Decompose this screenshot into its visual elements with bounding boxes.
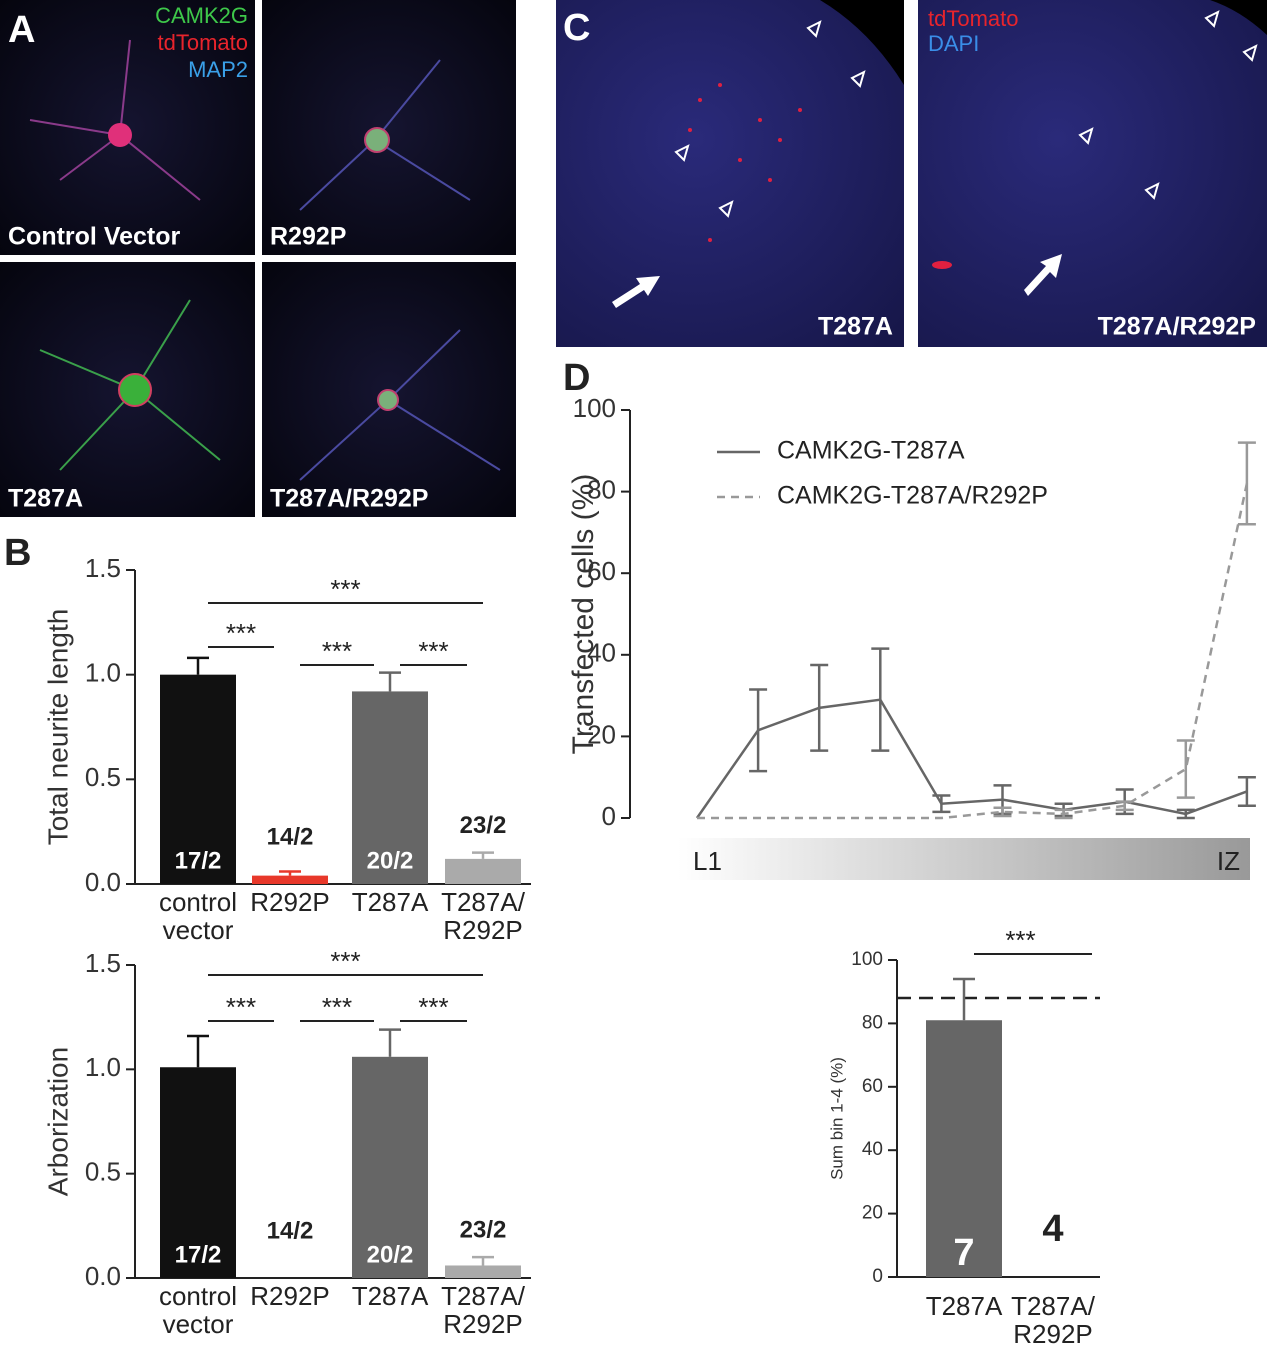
bar bbox=[352, 1056, 428, 1278]
bar bbox=[160, 674, 236, 884]
n-label: 23/2 bbox=[460, 1216, 507, 1243]
y-axis-label: Sum bin 1-4 (%) bbox=[827, 1057, 846, 1180]
tile-label: T287A bbox=[818, 313, 893, 341]
image-edge bbox=[1210, 0, 1267, 35]
x-axis-label: L1 bbox=[693, 846, 722, 876]
significance-label: *** bbox=[1005, 925, 1035, 955]
n-label: 23/2 bbox=[460, 812, 507, 839]
y-axis-label: Transfected cells (%) bbox=[567, 474, 600, 755]
tile-label: Control Vector bbox=[8, 223, 181, 251]
significance-label: *** bbox=[322, 992, 352, 1022]
significance-label: *** bbox=[226, 992, 256, 1022]
significance-label: *** bbox=[418, 992, 448, 1022]
x-tick-label: T287A/ R292P bbox=[441, 1281, 525, 1339]
x-tick-label: T287A/ R292P bbox=[441, 887, 525, 945]
y-tick-label: 0.5 bbox=[85, 762, 121, 792]
significance-label: *** bbox=[322, 636, 352, 666]
x-tick-label: control vector bbox=[158, 1281, 238, 1339]
panel-letter: D bbox=[563, 357, 590, 399]
line bbox=[697, 483, 1249, 820]
panel-letter: B bbox=[4, 532, 31, 574]
y-tick-label: 1.5 bbox=[85, 553, 121, 583]
n-label: 20/2 bbox=[367, 1241, 414, 1268]
n-label: 14/2 bbox=[267, 823, 314, 850]
y-tick-label: 100 bbox=[573, 393, 616, 423]
image-tile bbox=[556, 0, 904, 347]
legend-label: CAMK2G-T287A bbox=[777, 437, 965, 465]
image-tile bbox=[262, 0, 516, 255]
line bbox=[695, 698, 1248, 819]
y-tick-label: 80 bbox=[587, 474, 616, 504]
y-tick-label: 60 bbox=[862, 1076, 883, 1097]
y-tick-label: 0 bbox=[602, 801, 616, 831]
stain-legend: tdTomato bbox=[158, 30, 249, 55]
x-tick-label: T287A bbox=[351, 887, 429, 917]
panel-letter: C bbox=[563, 7, 590, 49]
x-tick-label: T287A/ R292P bbox=[1011, 1291, 1095, 1349]
tile-label: T287A bbox=[8, 485, 83, 513]
stain-legend: tdTomato bbox=[928, 6, 1019, 31]
bar bbox=[445, 1265, 521, 1278]
panel-letter: A bbox=[8, 9, 35, 51]
tile-label: R292P bbox=[270, 223, 346, 251]
bar bbox=[252, 875, 328, 884]
x-tick-label: T287A bbox=[925, 1291, 1003, 1321]
bar bbox=[352, 691, 428, 884]
y-tick-label: 60 bbox=[587, 556, 616, 586]
n-label: 14/2 bbox=[267, 1217, 314, 1244]
x-tick-label: R292P bbox=[250, 1281, 330, 1311]
n-label: 17/2 bbox=[175, 847, 222, 874]
n-label: 4 bbox=[1042, 1208, 1063, 1250]
significance-label: *** bbox=[226, 618, 256, 648]
image-edge bbox=[820, 0, 904, 85]
n-label: 7 bbox=[953, 1232, 974, 1274]
n-label: 17/2 bbox=[175, 1241, 222, 1268]
cell-drawings bbox=[29, 39, 501, 481]
y-tick-label: 20 bbox=[862, 1203, 883, 1224]
stain-legend: DAPI bbox=[928, 31, 979, 56]
y-tick-label: 100 bbox=[851, 949, 883, 970]
red-dots bbox=[688, 83, 952, 269]
significance-label: *** bbox=[330, 946, 360, 976]
significance-label: *** bbox=[418, 636, 448, 666]
y-tick-label: 0.5 bbox=[85, 1157, 121, 1187]
y-tick-label: 40 bbox=[587, 638, 616, 668]
image-tile bbox=[918, 0, 1267, 347]
x-tick-label: T287A bbox=[351, 1281, 429, 1311]
y-axis-label: Arborization bbox=[42, 1047, 73, 1196]
bar bbox=[926, 1020, 1002, 1277]
arrowheads bbox=[674, 10, 1258, 218]
y-tick-label: 1.0 bbox=[85, 1052, 121, 1082]
bar bbox=[160, 1067, 236, 1278]
x-tick-label: control vector bbox=[158, 887, 238, 945]
y-tick-label: 80 bbox=[862, 1012, 883, 1033]
x-axis-label: IZ bbox=[1217, 846, 1240, 876]
y-tick-label: 1.0 bbox=[85, 658, 121, 688]
y-tick-label: 1.5 bbox=[85, 948, 121, 978]
y-tick-label: 40 bbox=[862, 1139, 883, 1160]
bar bbox=[445, 858, 521, 884]
tile-label: T287A/R292P bbox=[270, 485, 428, 513]
y-tick-label: 20 bbox=[587, 719, 616, 749]
depth-gradient bbox=[678, 838, 1250, 880]
significance-label: *** bbox=[330, 574, 360, 604]
stain-legend: CAMK2G bbox=[155, 3, 248, 28]
stain-legend: MAP2 bbox=[188, 57, 248, 82]
arrows bbox=[612, 254, 1062, 308]
legend-label: CAMK2G-T287A/R292P bbox=[777, 482, 1048, 510]
y-tick-label: 0.0 bbox=[85, 1261, 121, 1291]
y-axis-label: Total neurite length bbox=[42, 609, 73, 846]
y-tick-label: 0.0 bbox=[85, 867, 121, 897]
y-tick-label: 0 bbox=[872, 1266, 883, 1287]
n-label: 20/2 bbox=[367, 847, 414, 874]
x-tick-label: R292P bbox=[250, 887, 330, 917]
tile-label: T287A/R292P bbox=[1098, 313, 1256, 341]
